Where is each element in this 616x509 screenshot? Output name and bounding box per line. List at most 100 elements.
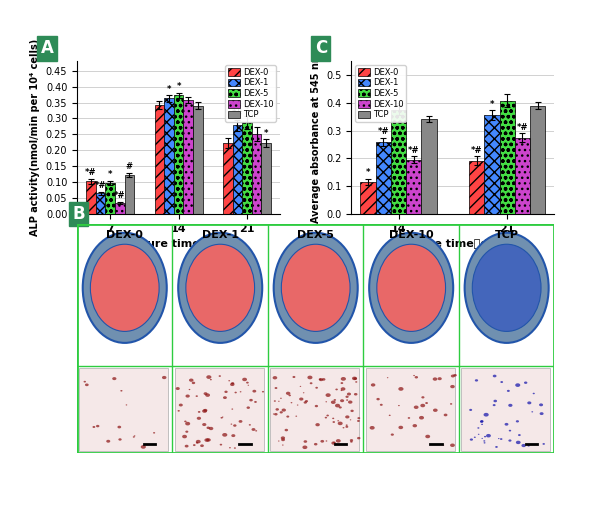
Ellipse shape [325, 417, 327, 418]
Ellipse shape [350, 439, 353, 441]
Ellipse shape [179, 404, 183, 407]
Ellipse shape [331, 401, 336, 404]
Ellipse shape [533, 393, 535, 394]
Bar [174, 96, 184, 214]
Ellipse shape [315, 387, 318, 389]
Bar [115, 203, 124, 214]
Ellipse shape [339, 406, 342, 409]
Ellipse shape [189, 379, 193, 382]
Ellipse shape [192, 382, 195, 384]
Ellipse shape [331, 441, 336, 445]
Ellipse shape [91, 244, 159, 331]
Ellipse shape [508, 404, 513, 407]
Text: *#: *# [517, 123, 528, 132]
Bar [530, 105, 545, 214]
Ellipse shape [398, 405, 400, 406]
Ellipse shape [425, 402, 428, 404]
Ellipse shape [333, 442, 335, 443]
Ellipse shape [347, 392, 351, 395]
Ellipse shape [333, 421, 335, 423]
Ellipse shape [229, 447, 231, 448]
Ellipse shape [415, 376, 418, 379]
Ellipse shape [493, 400, 497, 402]
Ellipse shape [469, 409, 472, 411]
Ellipse shape [196, 440, 201, 443]
Bar [86, 181, 96, 214]
Bar [175, 368, 264, 450]
Ellipse shape [281, 436, 285, 439]
Bar [96, 193, 105, 214]
Ellipse shape [120, 390, 123, 391]
Ellipse shape [282, 409, 286, 412]
Ellipse shape [176, 387, 180, 390]
Ellipse shape [346, 425, 347, 426]
Ellipse shape [325, 401, 327, 403]
Ellipse shape [85, 383, 89, 386]
Bar [270, 368, 359, 450]
Ellipse shape [543, 443, 545, 445]
Ellipse shape [335, 388, 338, 390]
Ellipse shape [493, 375, 496, 377]
Ellipse shape [206, 375, 211, 379]
Text: *#: *# [85, 168, 97, 177]
Ellipse shape [325, 393, 331, 397]
Bar [261, 144, 271, 214]
Ellipse shape [206, 438, 211, 442]
Ellipse shape [304, 440, 307, 443]
Ellipse shape [203, 392, 208, 395]
Ellipse shape [297, 405, 298, 406]
Ellipse shape [518, 434, 521, 436]
Ellipse shape [498, 438, 500, 439]
Bar [193, 106, 203, 214]
Ellipse shape [352, 377, 357, 380]
Text: *: * [176, 82, 181, 91]
Ellipse shape [332, 418, 334, 419]
Ellipse shape [516, 420, 519, 422]
Ellipse shape [425, 435, 430, 438]
Ellipse shape [255, 430, 257, 432]
Ellipse shape [350, 419, 351, 420]
Ellipse shape [246, 406, 250, 409]
Bar [366, 368, 455, 450]
Text: C: C [315, 39, 327, 58]
Ellipse shape [133, 436, 135, 438]
Ellipse shape [234, 447, 236, 449]
Ellipse shape [348, 401, 352, 404]
Ellipse shape [106, 440, 110, 443]
Ellipse shape [185, 394, 190, 398]
Ellipse shape [134, 435, 136, 437]
Ellipse shape [281, 438, 285, 441]
Text: *#: *# [471, 146, 482, 155]
Ellipse shape [421, 396, 424, 399]
Ellipse shape [248, 385, 249, 386]
Ellipse shape [242, 378, 247, 381]
Ellipse shape [451, 375, 455, 378]
Ellipse shape [223, 396, 227, 399]
Ellipse shape [231, 434, 235, 437]
Ellipse shape [495, 446, 498, 448]
Ellipse shape [206, 427, 210, 429]
Ellipse shape [521, 444, 526, 447]
Ellipse shape [433, 409, 437, 412]
Ellipse shape [477, 427, 479, 429]
Legend: DEX-0, DEX-1, DEX-5, DEX-10, TCP: DEX-0, DEX-1, DEX-5, DEX-10, TCP [225, 65, 276, 122]
Ellipse shape [249, 399, 253, 402]
Ellipse shape [341, 387, 346, 390]
Bar [500, 101, 515, 214]
Ellipse shape [118, 438, 122, 441]
Text: TCP: TCP [495, 231, 519, 240]
Bar [79, 368, 168, 450]
Ellipse shape [200, 444, 204, 447]
Bar [105, 183, 115, 214]
Ellipse shape [302, 445, 307, 449]
Ellipse shape [370, 426, 375, 430]
Bar [233, 125, 242, 214]
Ellipse shape [282, 244, 350, 331]
Ellipse shape [484, 442, 485, 443]
Ellipse shape [112, 377, 116, 380]
Ellipse shape [230, 423, 232, 425]
Ellipse shape [197, 417, 201, 420]
Ellipse shape [509, 430, 511, 432]
Bar [164, 98, 174, 214]
Text: B: B [72, 205, 85, 223]
